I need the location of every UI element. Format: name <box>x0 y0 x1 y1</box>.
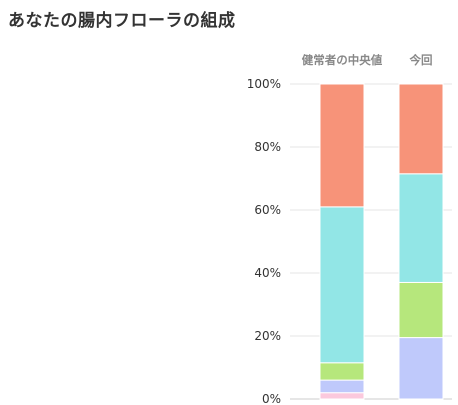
bar-segment <box>319 392 365 400</box>
y-tick-label: 100% <box>247 77 281 91</box>
bar-segment <box>319 362 365 381</box>
category-label: 今回 <box>409 53 433 67</box>
bar-segment <box>319 379 365 394</box>
y-tick-label: 20% <box>254 329 281 343</box>
bar-segment <box>319 206 365 364</box>
bar-segment <box>398 281 444 339</box>
bar-segment <box>398 173 444 283</box>
page-title: あなたの腸内フローラの組成 <box>8 11 236 31</box>
y-tick-label: 40% <box>254 266 281 280</box>
bar-segment <box>398 83 444 175</box>
bar-segment <box>398 337 444 400</box>
y-tick-label: 0% <box>262 392 281 405</box>
category-label: 健常者の中央値 <box>302 53 383 67</box>
y-tick-label: 80% <box>254 140 281 154</box>
y-tick-label: 60% <box>254 203 281 217</box>
bar-segment <box>319 83 365 208</box>
